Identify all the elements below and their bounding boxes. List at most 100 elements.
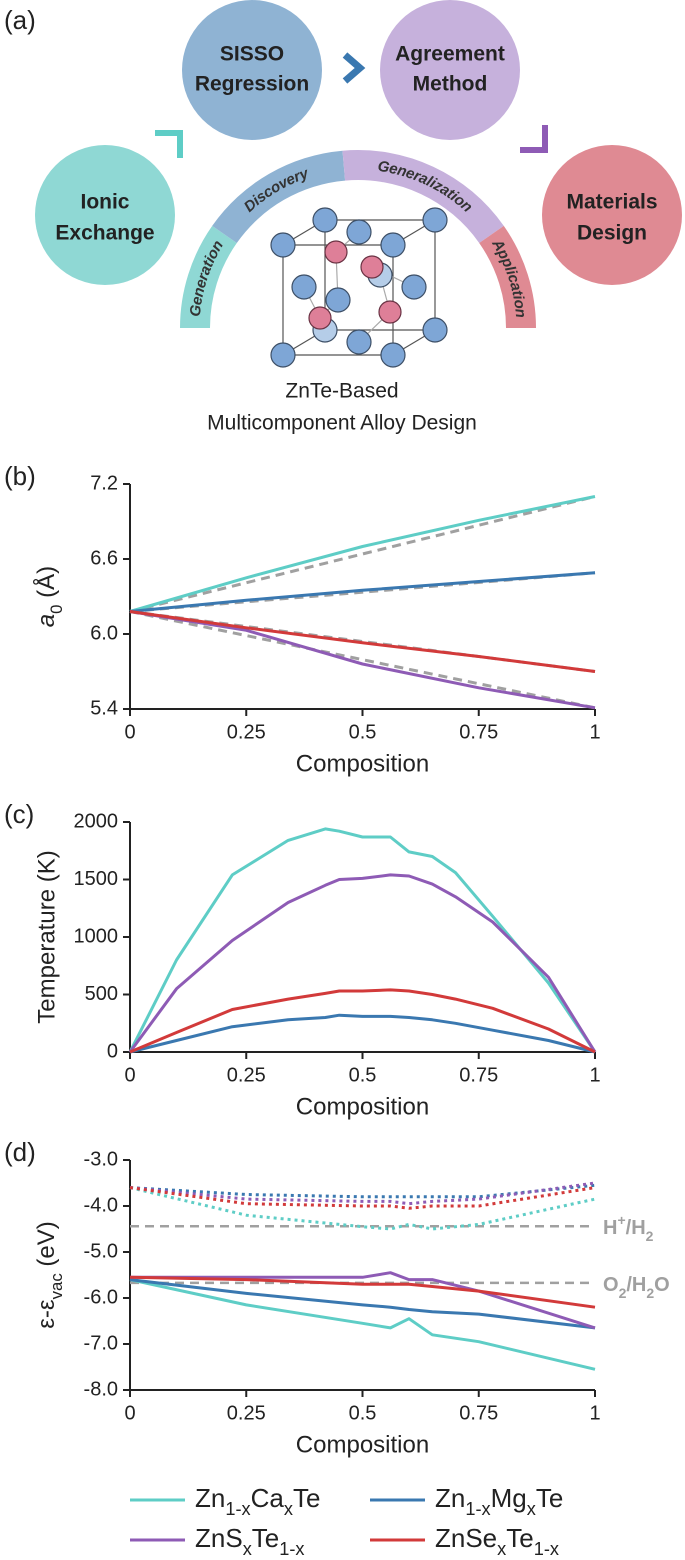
text-part: 1-x <box>279 1539 304 1559</box>
x-tick-label: 1 <box>589 721 600 743</box>
y-tick-label: -4.0 <box>84 1194 118 1216</box>
series-line <box>129 571 596 613</box>
text-part: Zn <box>435 1483 465 1513</box>
y-tick-label: -3.0 <box>84 1148 118 1170</box>
x-tick-label: 1 <box>589 1402 600 1424</box>
axes <box>129 484 595 710</box>
annotation: H+/H2 <box>603 1212 654 1244</box>
circle-label: Ionic <box>80 191 129 214</box>
text-part: x <box>527 1499 536 1519</box>
text-part: 2 <box>646 1228 654 1244</box>
circle-label: Design <box>577 222 647 245</box>
text-part: Ca <box>251 1483 285 1513</box>
text-part: /H <box>626 1274 646 1296</box>
y-tick-label: 6.0 <box>90 622 118 644</box>
text-part: /H <box>626 1218 646 1240</box>
text-part: Te <box>506 1523 533 1553</box>
y-tick-label: -7.0 <box>84 1332 118 1354</box>
reference-line <box>129 610 596 710</box>
panel-label: (b) <box>4 461 36 491</box>
atoms-blue <box>270 207 448 368</box>
series-line <box>129 610 596 673</box>
y-tick-label: 0 <box>107 1040 118 1062</box>
circle-label: Materials <box>566 191 657 214</box>
y-axis-label: a0 (Å) <box>32 566 66 627</box>
text-part: x <box>284 1499 293 1519</box>
y-tick-label: 6.6 <box>90 547 118 569</box>
y-tick-label: 1500 <box>74 868 119 890</box>
text-part: 0 <box>47 604 66 613</box>
x-tick-label: 0 <box>124 1402 135 1424</box>
y-axis-label: Temperature (K) <box>33 850 60 1023</box>
x-axis-label: Composition <box>296 1431 429 1458</box>
series-line-dotted <box>129 1181 596 1206</box>
circle <box>380 0 520 140</box>
caption: ZnTe-Based <box>285 380 398 403</box>
annotation: O2/H2O <box>603 1274 670 1300</box>
text-part: + <box>617 1212 625 1228</box>
text-part: (Å) <box>32 566 60 605</box>
x-axis-label: Composition <box>296 750 429 777</box>
panel-a: (a) Ionic Exchange SISSO Regression Agre… <box>4 0 682 435</box>
arrow <box>520 125 548 153</box>
reference-line <box>129 495 596 613</box>
arrow <box>342 52 366 84</box>
text-part: x <box>243 1539 252 1559</box>
panel-label: (d) <box>4 1137 36 1167</box>
text-part: Te <box>293 1483 320 1513</box>
circle-label: Regression <box>195 73 309 96</box>
series-line <box>129 1278 596 1371</box>
x-tick-label: 0.75 <box>459 721 498 743</box>
circle <box>182 0 322 140</box>
text-part: O <box>654 1274 670 1296</box>
series-line <box>129 988 596 1054</box>
circle-label: Agreement <box>395 43 505 66</box>
x-axis-label: Composition <box>296 1093 429 1120</box>
legend-label: Zn1-xCaxTe <box>195 1483 320 1519</box>
x-tick-label: 0 <box>124 721 135 743</box>
caption: Multicomponent Alloy Design <box>207 412 477 435</box>
arrow <box>155 130 183 158</box>
x-tick-label: 0.25 <box>227 721 266 743</box>
atoms-pink <box>308 240 402 330</box>
y-tick-label: 5.4 <box>90 697 118 719</box>
text-part: 2 <box>619 1285 627 1301</box>
axes <box>129 1160 595 1391</box>
arc-segment <box>212 150 346 243</box>
series-line <box>128 827 597 1053</box>
y-tick-label: 7.2 <box>90 472 118 494</box>
text-part: 2 <box>646 1285 654 1301</box>
arc-segment <box>479 225 536 328</box>
text-part: Te <box>252 1523 279 1553</box>
y-tick-label: -8.0 <box>84 1378 118 1400</box>
text-part: H <box>603 1218 617 1240</box>
circle-label: Method <box>413 73 488 96</box>
text-part: ZnS <box>195 1523 243 1553</box>
circle-label: SISSO <box>220 43 284 66</box>
series-line <box>129 610 596 710</box>
series-line <box>129 1278 596 1330</box>
series-line-dotted <box>129 1186 596 1231</box>
text-part: 1-x <box>465 1499 490 1519</box>
text-part: ZnSe <box>435 1523 497 1553</box>
legend-label: Zn1-xMgxTe <box>435 1483 563 1519</box>
text-part: x <box>497 1539 506 1559</box>
x-tick-label: 0.5 <box>349 1402 377 1424</box>
text-part: 1-x <box>534 1539 559 1559</box>
series-line <box>129 1275 596 1309</box>
text-part: Te <box>536 1483 563 1513</box>
y-axis-label: ε-εvac (eV) <box>33 1221 66 1329</box>
text-part: Mg <box>491 1483 527 1513</box>
text-part: vac <box>47 1273 66 1299</box>
y-tick-label: -6.0 <box>84 1286 118 1308</box>
circle-label: Exchange <box>55 222 154 245</box>
arc-segment <box>342 150 504 243</box>
x-tick-label: 0 <box>124 1064 135 1086</box>
y-tick-label: 500 <box>85 983 118 1005</box>
panel-label: (a) <box>4 5 36 35</box>
x-tick-label: 1 <box>589 1064 600 1086</box>
text-part: (eV) <box>33 1221 60 1273</box>
x-tick-label: 0.5 <box>349 721 377 743</box>
legend-label: ZnSxTe1-x <box>195 1523 305 1559</box>
